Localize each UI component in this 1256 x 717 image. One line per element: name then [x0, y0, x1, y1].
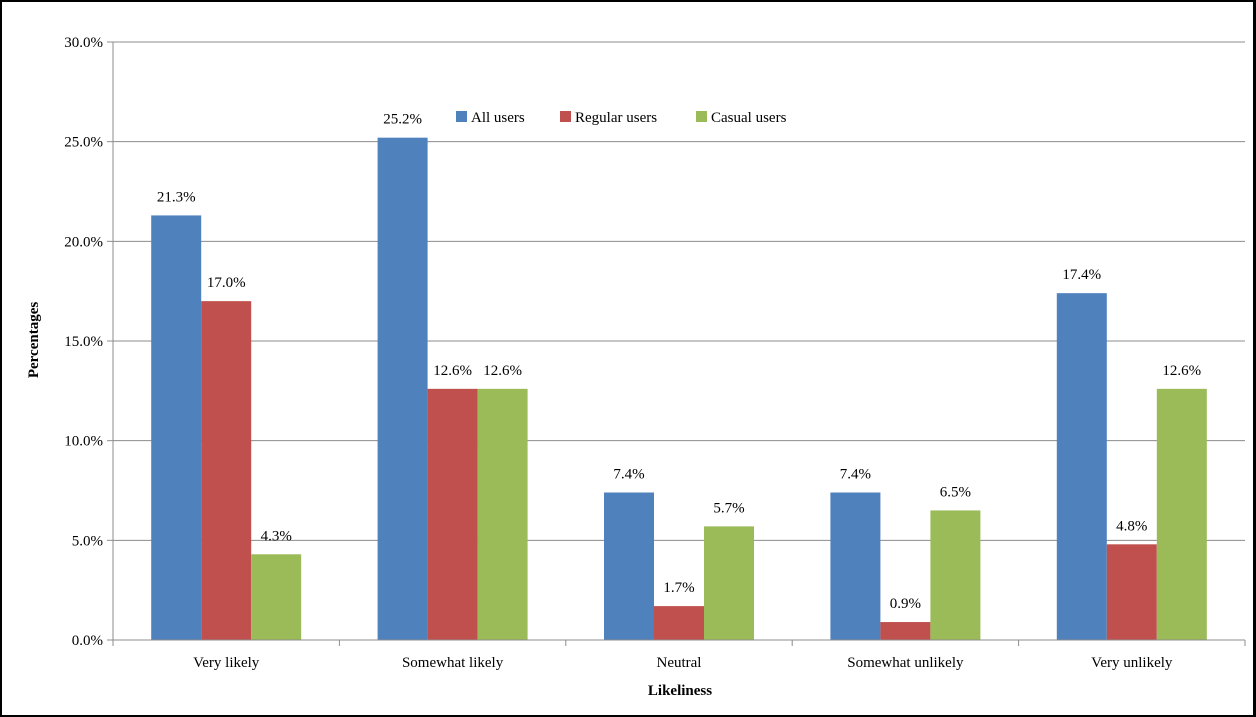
- bars: [151, 137, 1207, 641]
- y-tick-label: 25.0%: [64, 135, 103, 151]
- bar: [880, 622, 931, 640]
- data-label: 0.9%: [890, 596, 921, 612]
- x-tick-label: Very likely: [193, 655, 260, 671]
- axes: [107, 41, 1246, 646]
- data-label: 12.6%: [433, 363, 472, 379]
- y-tick-label: 10.0%: [64, 434, 103, 450]
- data-label: 1.7%: [663, 580, 694, 596]
- data-label: 5.7%: [713, 500, 744, 516]
- data-label: 7.4%: [840, 466, 871, 482]
- data-label: 4.3%: [261, 528, 292, 544]
- bar: [251, 554, 302, 640]
- y-tick-label: 30.0%: [64, 35, 103, 51]
- bar: [377, 137, 428, 640]
- data-label: 7.4%: [613, 466, 644, 482]
- y-tick-labels: 0.0% 5.0% 10.0% 15.0% 20.0% 25.0% 30.0%: [64, 35, 103, 649]
- data-label: 17.0%: [207, 275, 246, 291]
- y-tick-label: 20.0%: [64, 234, 103, 250]
- y-tick-label: 15.0%: [64, 334, 103, 350]
- legend-swatch: [696, 111, 707, 122]
- bar: [1106, 544, 1157, 640]
- gridlines: [113, 41, 1245, 541]
- x-tick-label: Somewhat likely: [402, 655, 504, 671]
- x-axis-title: Likeliness: [648, 683, 712, 699]
- bar: [201, 301, 252, 640]
- x-tick-label: Very unlikely: [1091, 655, 1173, 671]
- bar: [1156, 388, 1207, 640]
- y-tick-label: 0.0%: [72, 633, 103, 649]
- data-label: 4.8%: [1116, 518, 1147, 534]
- x-tick-labels: Very likely Somewhat likely Neutral Somewha…: [193, 655, 1173, 671]
- y-tick-label: 5.0%: [72, 533, 103, 549]
- data-label: 17.4%: [1062, 267, 1101, 283]
- bar: [1056, 293, 1107, 640]
- data-labels: 21.3% 17.0% 4.3% 25.2% 12.6% 12.6% 7.4% 1.7% 5.7…: [157, 112, 1201, 612]
- x-tick-label: Neutral: [657, 655, 702, 671]
- bar: [151, 215, 202, 641]
- bar: [427, 388, 478, 640]
- data-label: 12.6%: [483, 363, 522, 379]
- legend-swatch: [456, 111, 467, 122]
- x-tick-label: Somewhat unlikely: [847, 655, 964, 671]
- legend: All users Regular users Casual users: [456, 110, 787, 126]
- bar: [930, 510, 981, 640]
- bar: [477, 388, 528, 640]
- legend-label: Regular users: [575, 110, 657, 126]
- legend-label: All users: [471, 110, 525, 126]
- data-label: 21.3%: [157, 189, 196, 205]
- bar: [830, 492, 881, 640]
- data-label: 12.6%: [1162, 363, 1201, 379]
- bar: [604, 492, 654, 640]
- bar: [654, 606, 704, 640]
- data-label: 25.2%: [383, 112, 422, 128]
- legend-swatch: [560, 111, 571, 122]
- bar: [704, 526, 754, 640]
- data-label: 6.5%: [940, 484, 971, 500]
- y-axis-title: Percentages: [26, 302, 42, 379]
- legend-label: Casual users: [711, 110, 787, 126]
